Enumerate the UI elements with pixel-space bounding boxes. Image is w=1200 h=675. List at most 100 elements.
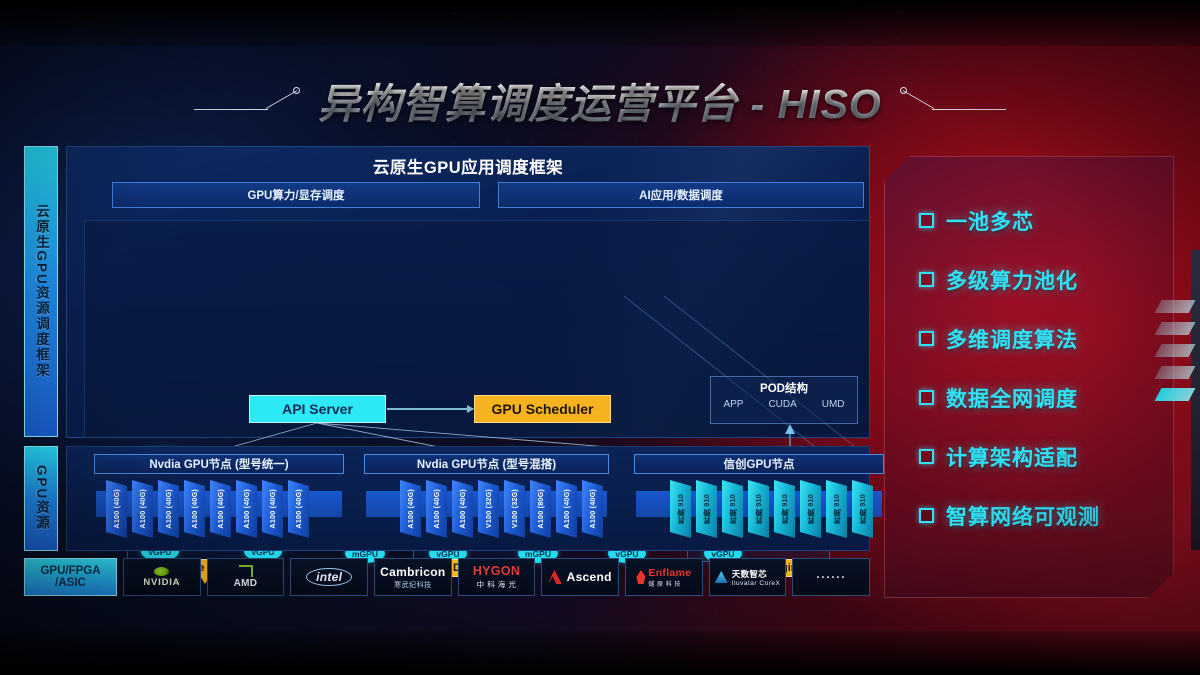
- gpu-card-1-7[interactable]: A100 (40G): [262, 480, 283, 538]
- vendor-more[interactable]: ······: [792, 558, 871, 596]
- gpu-card-1-5[interactable]: A100 (40G): [210, 480, 231, 538]
- gpu-card-label: 昇腾 910: [831, 494, 841, 524]
- gpu-card-label: A100 (40G): [294, 489, 303, 529]
- gpu-card-2-8[interactable]: A100 (40G): [582, 480, 603, 538]
- gpu-card-1-1[interactable]: A100 (40G): [106, 480, 127, 538]
- gpu-card-label: A100 (40G): [562, 489, 571, 529]
- gpu-card-2-2[interactable]: A100 (40G): [426, 480, 447, 538]
- gpu-card-label: A100 (40G): [268, 489, 277, 529]
- right-stripe-decoration-icon: [1154, 300, 1196, 410]
- gpu-card-3-4[interactable]: 昇腾 910: [748, 480, 769, 538]
- gpu-card-label: 昇腾 910: [701, 494, 711, 524]
- checkbox-icon: [919, 213, 934, 228]
- sidebar-tab-gpu-resource[interactable]: GPU资源: [24, 446, 58, 551]
- feature-item-2[interactable]: 多级算力池化: [919, 250, 1173, 309]
- gpu-card-label: A100 (40G): [216, 489, 225, 529]
- pod-structure-box: POD结构 APP CUDA UMD: [710, 376, 858, 424]
- checkbox-icon: [919, 272, 934, 287]
- gpu-card-3-6[interactable]: 昇腾 910: [800, 480, 821, 538]
- page-title: 异构智算调度运营平台 - HISO: [318, 70, 882, 130]
- vendor-name: Cambricon: [380, 564, 446, 579]
- gpu-card-2-6[interactable]: A100 (80G): [530, 480, 551, 538]
- vendor-ascend[interactable]: Ascend: [541, 558, 620, 596]
- gpu-scheduler-node[interactable]: GPU Scheduler: [474, 395, 611, 423]
- vendor-category-tag: GPU/FPGA /ASIC: [24, 558, 117, 596]
- feature-item-4[interactable]: 数据全网调度: [919, 368, 1173, 427]
- gpu-card-2-1[interactable]: A100 (40G): [400, 480, 421, 538]
- gpu-card-2-3[interactable]: A100 (40G): [452, 480, 473, 538]
- gpu-card-2-4[interactable]: V100 (32G): [478, 480, 499, 538]
- framework-heading: 云原生GPU应用调度框架: [372, 159, 564, 177]
- gpu-card-3-5[interactable]: 昇腾 910: [774, 480, 795, 538]
- feature-item-6[interactable]: 智算网络可观测: [919, 486, 1173, 545]
- gpu-card-3-8[interactable]: 昇腾 910: [852, 480, 873, 538]
- gpu-card-1-3[interactable]: A100 (40G): [158, 480, 179, 538]
- vendor-name: Enflame: [648, 566, 692, 579]
- vendor-subname: 燧 原 科 技: [648, 581, 681, 588]
- feature-label: 一池多芯: [946, 210, 1034, 234]
- bar-compute-scheduling[interactable]: GPU算力/显存调度: [112, 182, 480, 208]
- gpu-card-label: A100 (40G): [458, 489, 467, 529]
- vendor-name: NVIDIA: [143, 576, 181, 588]
- gpu-card-3-2[interactable]: 昇腾 910: [696, 480, 717, 538]
- pod-layer-app: APP: [723, 399, 744, 410]
- gpu-card-1-4[interactable]: A100 (40G): [184, 480, 205, 538]
- gpu-node-bar-2[interactable]: Nvdia GPU节点 (型号混搭): [364, 454, 609, 474]
- gpu-card-row-1: A100 (40G) A100 (40G) A100 (40G) A100 (40G)…: [106, 480, 309, 542]
- gpu-card-2-5[interactable]: V100 (32G): [504, 480, 525, 538]
- pod-structure-title: POD结构: [760, 383, 808, 395]
- checkbox-icon: [919, 331, 934, 346]
- top-shade: [0, 0, 1200, 46]
- feature-item-5[interactable]: 计算架构适配: [919, 427, 1173, 486]
- bar-ai-data-scheduling[interactable]: AI应用/数据调度: [498, 182, 864, 208]
- gpu-card-label: A100 (80G): [536, 489, 545, 529]
- pod-layer-umd: UMD: [821, 399, 845, 410]
- vendor-amd[interactable]: AMD: [206, 558, 285, 596]
- gpu-card-3-7[interactable]: 昇腾 910: [826, 480, 847, 538]
- gpu-card-label: 昇腾 910: [857, 494, 867, 524]
- vendor-name: HYGON: [472, 564, 521, 578]
- bottom-shade: [0, 631, 1200, 675]
- right-edge-bar: [1191, 250, 1200, 550]
- gpu-node-bar-3[interactable]: 信创GPU节点: [634, 454, 884, 474]
- gpu-card-3-1[interactable]: 昇腾 910: [670, 480, 691, 538]
- gpu-card-3-3[interactable]: 昇腾 910: [722, 480, 743, 538]
- vendor-intel[interactable]: intel: [290, 558, 369, 596]
- gpu-card-row-2: A100 (40G) A100 (40G) A100 (40G) V100 (32G)…: [400, 480, 603, 542]
- feature-label: 智算网络可观测: [946, 505, 1100, 529]
- gpu-card-label: 昇腾 910: [727, 494, 737, 524]
- vendor-iluvatar[interactable]: 天数智芯 Iluvatar CoreX: [708, 558, 787, 596]
- checkbox-icon: [919, 508, 934, 523]
- feature-label: 计算架构适配: [946, 446, 1078, 470]
- gpu-card-2-7[interactable]: A100 (40G): [556, 480, 577, 538]
- gpu-card-label: A100 (40G): [164, 489, 173, 529]
- gpu-node-bar-1[interactable]: Nvdia GPU节点 (型号统一): [94, 454, 344, 474]
- feature-label: 数据全网调度: [946, 387, 1078, 411]
- gpu-card-label: A100 (40G): [432, 489, 441, 529]
- gpu-card-label: 昇腾 910: [805, 494, 815, 524]
- vendor-enflame[interactable]: Enflame 燧 原 科 技: [625, 558, 703, 596]
- vendor-subname: 寒武纪科技: [394, 581, 432, 589]
- feature-label: 多级算力池化: [946, 269, 1078, 293]
- gpu-card-label: A100 (40G): [138, 489, 147, 529]
- vendor-name: intel: [306, 568, 353, 586]
- api-server-node[interactable]: API Server: [249, 395, 386, 423]
- vendor-logo-row: GPU/FPGA /ASIC NVIDIA AMD intel Cambrico…: [24, 558, 871, 596]
- feature-item-1[interactable]: 一池多芯: [919, 191, 1173, 250]
- vendor-cambricon[interactable]: Cambricon 寒武纪科技: [374, 558, 452, 596]
- iluvatar-mark-icon: [714, 571, 728, 583]
- sidebar-tab-cloud-native[interactable]: 云原生GPU资源调度框架: [24, 146, 58, 437]
- gpu-node-bar-label: 信创GPU节点: [723, 459, 795, 471]
- gpu-card-1-6[interactable]: A100 (40G): [236, 480, 257, 538]
- feature-item-3[interactable]: 多维调度算法: [919, 309, 1173, 368]
- vendor-subname: 中 科 海 光: [476, 580, 517, 589]
- feature-label: 多维调度算法: [946, 328, 1078, 352]
- vendor-hygon[interactable]: HYGON 中 科 海 光: [457, 558, 536, 596]
- api-server-label: API Server: [282, 401, 353, 417]
- vendor-name: ······: [816, 570, 847, 584]
- feature-panel: 一池多芯 多级算力池化 多维调度算法 数据全网调度 计算架构适配 智算网络可观测: [884, 156, 1174, 598]
- gpu-card-1-8[interactable]: A100 (40G): [288, 480, 309, 538]
- pod-layer-cuda: CUDA: [768, 399, 797, 410]
- vendor-nvidia[interactable]: NVIDIA: [123, 558, 201, 596]
- gpu-card-1-2[interactable]: A100 (40G): [132, 480, 153, 538]
